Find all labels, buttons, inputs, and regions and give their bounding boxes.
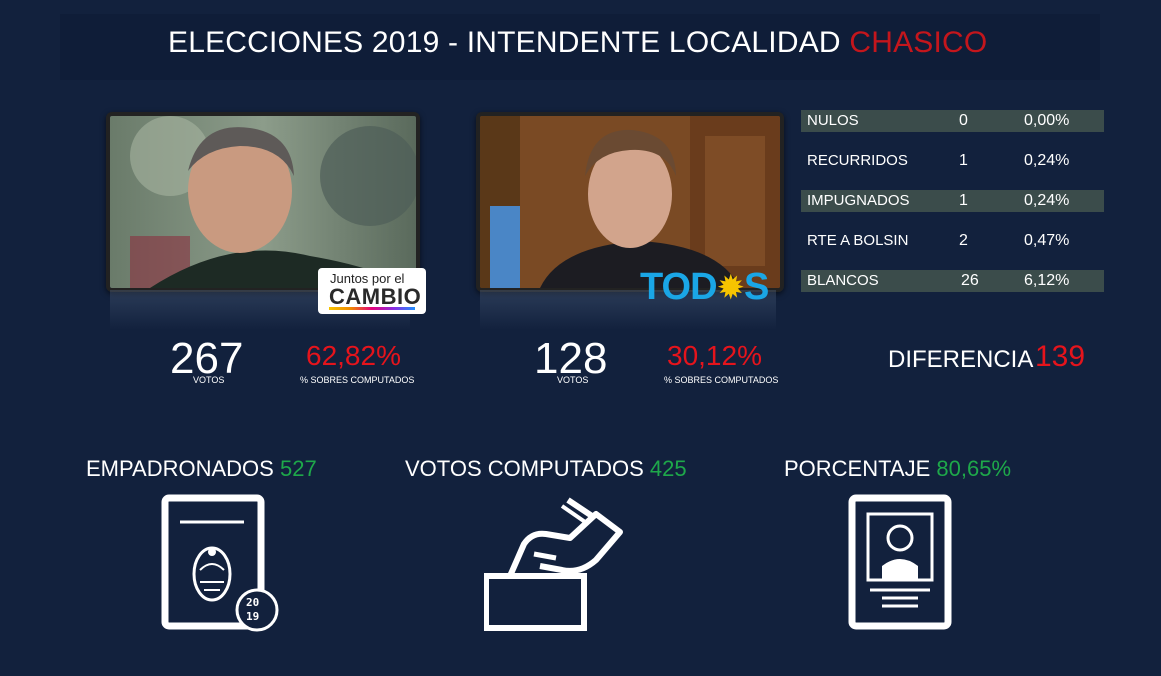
stat-row-recurridos: RECURRIDOS 1 0,24% [807, 152, 1070, 169]
voter-registry-icon: 20 19 [160, 494, 284, 639]
sun-icon: ✹ [716, 269, 745, 307]
counted-total: VOTOS COMPUTADOS 425 [405, 456, 687, 481]
registry-year-top: 20 [246, 596, 260, 609]
locality-name: CHASICO [849, 26, 988, 59]
juntos-por-el-cambio-logo: Juntos por el CAMBIO [318, 268, 426, 314]
ballot-box-icon [483, 494, 624, 639]
percentage-total: PORCENTAJE 80,65% [784, 456, 1012, 481]
candidate-2-votes-label: VOTOS [557, 375, 589, 385]
registered-total: EMPADRONADOS 527 [86, 456, 317, 481]
registry-year-bottom: 19 [246, 610, 260, 623]
stat-row-blancos: BLANCOS 26 6,12% [801, 270, 1104, 292]
candidate-1-percent: 62,82% [306, 340, 401, 371]
candidate-1-votes-label: VOTOS [193, 375, 225, 385]
candidate-2-votes: 128 [534, 334, 608, 383]
candidate-2-photo [476, 112, 784, 292]
id-card-icon [848, 494, 954, 639]
candidate-1-percent-label: % SOBRES COMPUTADOS [300, 375, 415, 385]
title-band [60, 14, 1100, 80]
candidate-1-votes: 267 [170, 334, 244, 383]
candidate-2-percent-label: % SOBRES COMPUTADOS [664, 375, 779, 385]
difference-value: 139 [1035, 340, 1086, 373]
page-title: ELECCIONES 2019 - INTENDENTE LOCALIDAD C… [168, 26, 988, 59]
ballot-stats-table: NULOS 0 0,00% RECURRIDOS 1 0,24% IMPUGNA… [801, 110, 1104, 310]
stat-row-impugnados: IMPUGNADOS 1 0,24% [801, 190, 1104, 212]
candidate-2-reflection [480, 290, 776, 330]
stat-row-nulos: NULOS 0 0,00% [801, 110, 1104, 132]
candidate-2-percent: 30,12% [667, 340, 762, 371]
difference-label: DIFERENCIA [888, 346, 1034, 373]
candidate-1-photo [106, 112, 420, 292]
frente-de-todos-logo: TOD✹S [640, 266, 769, 308]
stat-row-rte-a-bolsin: RTE A BOLSIN 2 0,47% [807, 232, 1070, 249]
